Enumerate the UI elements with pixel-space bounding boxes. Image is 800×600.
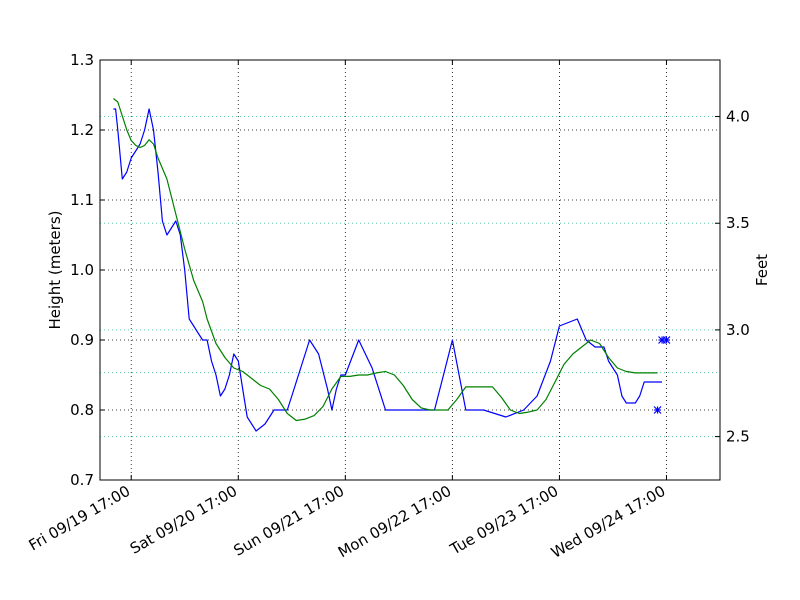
- x-tick-label-2: Sun 09/21 17:00: [230, 482, 347, 560]
- y-tick-label-2: 0.9: [70, 331, 94, 349]
- marker-low-stroke-0-3: [653, 406, 662, 414]
- grid: [100, 60, 720, 480]
- ticks: [100, 59, 720, 481]
- y2-axis-label: Feet: [753, 254, 771, 286]
- series-line-predicted: [113, 98, 658, 422]
- x-tick-label-0: Fri 09/19 17:00: [26, 482, 134, 555]
- x-tick-label-3: Mon 09/22 17:00: [335, 482, 455, 561]
- y2-tick-labels: 2.5 3.0 3.5 4.0: [726, 108, 750, 446]
- x-tick-label-1: Sat 09/20 17:00: [127, 482, 240, 558]
- y-axis-label: Height (meters): [46, 211, 64, 330]
- marker-low-point-0: [653, 406, 662, 414]
- y-tick-label-0: 0.7: [70, 471, 94, 489]
- y2-tick-label-0: 2.5: [726, 428, 750, 446]
- y2-tick-label-3: 4.0: [726, 108, 750, 126]
- y-tick-label-5: 1.2: [70, 121, 94, 139]
- y2-tick-label-2: 3.5: [726, 214, 750, 232]
- reference-lines: [100, 116, 720, 438]
- marker-layer: [653, 336, 671, 414]
- y-tick-label-3: 1.0: [70, 261, 94, 279]
- x-tick-label-5: Wed 09/24 17:00: [548, 482, 668, 562]
- y-tick-label-1: 0.8: [70, 401, 94, 419]
- marker-high-point-1: [662, 336, 671, 344]
- y2-tick-label-1: 3.0: [726, 321, 750, 339]
- series-layer: [113, 98, 662, 432]
- y-tick-label-6: 1.3: [70, 51, 94, 69]
- y-tick-label-4: 1.1: [70, 191, 94, 209]
- x-tick-label-4: Tue 09/23 17:00: [446, 482, 561, 559]
- series-line-observed: [113, 108, 662, 432]
- marker-high-stroke-1-3: [662, 336, 671, 344]
- y-tick-labels: 0.7 0.8 0.9 1.0 1.1 1.2 1.3: [70, 51, 94, 489]
